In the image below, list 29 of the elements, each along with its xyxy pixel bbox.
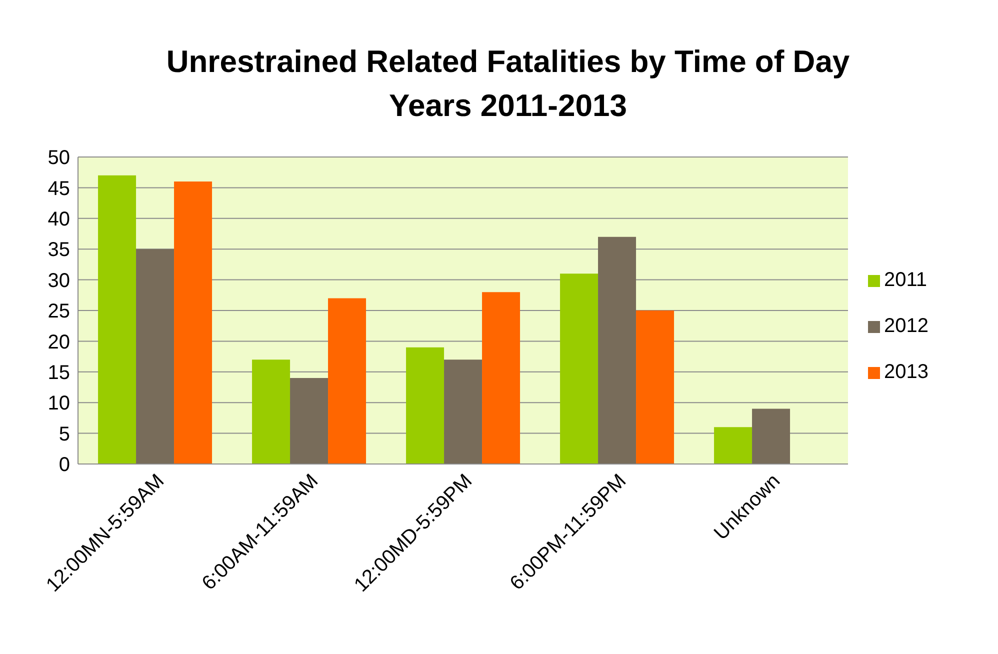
bar [752, 408, 790, 464]
y-tick-label: 5 [58, 423, 70, 446]
y-tick-label: 20 [48, 331, 70, 354]
bar [714, 427, 752, 464]
legend-label: 2012 [884, 315, 928, 337]
bar [98, 175, 136, 464]
chart-title: Unrestrained Related Fatalities by Time of Day Years 2011-2013 [165, 43, 851, 125]
y-tick-label: 45 [48, 178, 70, 200]
bar [252, 360, 290, 464]
y-tick-label: 15 [48, 362, 70, 384]
y-tick-label: 10 [48, 392, 70, 415]
bar [482, 292, 520, 464]
y-tick-label: 25 [48, 300, 70, 323]
legend-label: 2011 [884, 269, 928, 291]
bar [560, 274, 598, 464]
bar [328, 298, 366, 464]
bar [598, 236, 636, 464]
bar [136, 249, 174, 464]
bar [174, 182, 212, 464]
bar [636, 310, 674, 464]
y-tick-label: 35 [48, 239, 70, 262]
bar [406, 347, 444, 464]
y-tick-label: 0 [58, 454, 70, 476]
y-tick-label: 50 [48, 147, 70, 170]
legend-label: 2013 [884, 361, 928, 383]
y-tick-label: 30 [48, 270, 70, 292]
bar [290, 378, 328, 464]
y-tick-label: 40 [48, 208, 70, 230]
bar [444, 360, 482, 464]
